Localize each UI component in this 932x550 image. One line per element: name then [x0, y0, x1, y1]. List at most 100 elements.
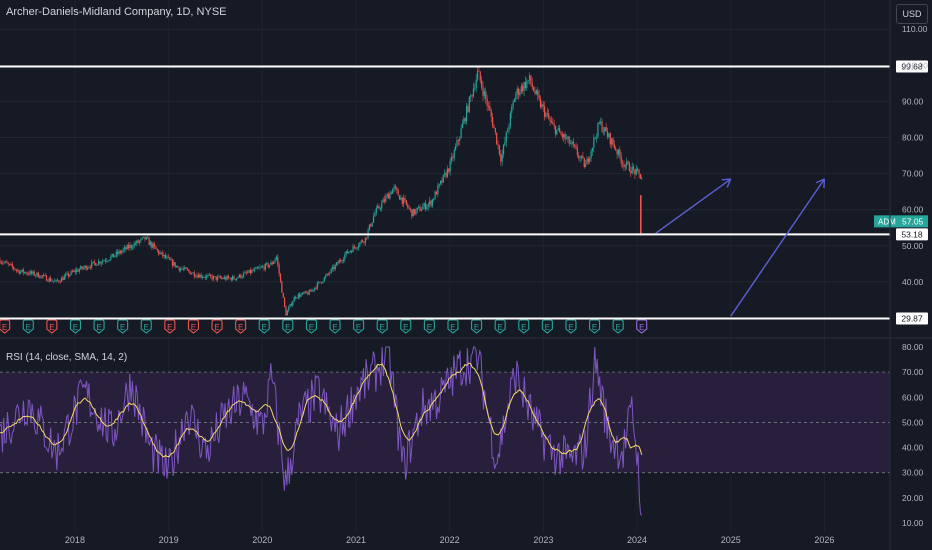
rsi-indicator-label[interactable]: RSI (14, close, SMA, 14, 2)	[6, 352, 127, 363]
price-candle-body	[28, 274, 29, 275]
price-candle-body	[495, 128, 496, 132]
price-candle-body	[283, 293, 284, 298]
price-candle-body	[124, 247, 125, 249]
earnings-marker-letter: E	[356, 323, 361, 332]
price-candle-body	[220, 276, 221, 278]
price-candle-body	[143, 237, 144, 238]
price-candle-body	[372, 222, 373, 226]
price-candle-body	[445, 173, 446, 177]
price-candle-body	[19, 270, 20, 273]
price-candle-body	[388, 194, 389, 198]
price-candle-body	[517, 89, 518, 94]
price-candle-body	[216, 276, 217, 279]
price-candle-body	[83, 268, 84, 269]
price-candle-body	[387, 194, 388, 196]
price-candle-body	[144, 237, 145, 240]
price-candle-body	[604, 127, 605, 131]
price-candle-body	[285, 307, 286, 316]
price-candle-body	[393, 187, 394, 189]
price-candle-body	[150, 242, 151, 245]
price-candle-body	[477, 71, 478, 80]
price-candle-body	[291, 304, 292, 305]
price-candle-body	[133, 243, 134, 247]
time-tick-label: 2020	[252, 535, 272, 545]
price-candle-body	[146, 237, 147, 239]
price-candle-body	[262, 267, 263, 268]
price-candle-body	[503, 145, 504, 154]
price-candle-body	[183, 269, 184, 270]
price-candle-body	[203, 277, 204, 278]
time-tick-label: 2026	[814, 535, 834, 545]
price-candle-body	[47, 281, 48, 282]
price-candle-body	[247, 273, 248, 274]
price-candle-body	[213, 276, 214, 279]
price-candle-body	[607, 132, 608, 137]
price-candle-body	[39, 277, 40, 278]
price-candle-body	[209, 275, 210, 276]
price-candle-body	[465, 118, 466, 121]
price-candle-body	[177, 266, 178, 267]
price-candle-body	[191, 273, 192, 274]
price-candle-body	[521, 86, 522, 92]
projection-arrows[interactable]	[656, 179, 825, 316]
price-candle-body	[552, 122, 553, 124]
price-candle-body	[606, 127, 607, 131]
price-candle-body	[179, 267, 180, 270]
price-candle-body	[75, 270, 76, 272]
price-candle-body	[566, 139, 567, 140]
price-candle-body	[435, 192, 436, 199]
price-candle-body	[201, 275, 202, 278]
price-candle-body	[471, 95, 472, 96]
price-candle-body	[157, 249, 158, 250]
price-candle-body	[622, 163, 623, 164]
price-candle-body	[563, 134, 564, 137]
price-candle-body	[0, 260, 1, 263]
price-candle-body	[578, 155, 579, 158]
earnings-marker-letter: E	[73, 323, 78, 332]
price-candle-body	[351, 251, 352, 252]
price-candle-body	[50, 278, 51, 281]
price-candle-body	[236, 278, 237, 280]
earnings-marker-letter: E	[568, 323, 573, 332]
price-candle-body	[331, 269, 332, 273]
price-candles	[0, 66, 642, 316]
price-candle-body	[17, 270, 18, 271]
price-candle-body	[205, 277, 206, 278]
price-candle-body	[296, 298, 297, 299]
price-candle-body	[362, 240, 363, 241]
price-candle-body	[187, 269, 188, 270]
currency-button[interactable]: USD	[896, 4, 928, 24]
time-tick-label: 2019	[159, 535, 179, 545]
projection-arrow	[731, 179, 825, 316]
level-price-label: 29.87	[901, 313, 923, 323]
price-candle-body	[80, 266, 81, 269]
price-candle-body	[248, 270, 249, 273]
price-candle-body	[228, 276, 229, 278]
price-candle-body	[184, 268, 185, 269]
price-candle-body	[298, 294, 299, 297]
price-candle-body	[346, 251, 347, 255]
price-candle-body	[166, 257, 167, 258]
earnings-marker-letter: E	[49, 323, 54, 332]
price-tick-label: 60.00	[902, 205, 924, 215]
price-candle-body	[584, 158, 585, 167]
price-candle-body	[71, 271, 72, 274]
price-candle-body	[175, 262, 176, 267]
price-candle-body	[440, 181, 441, 184]
price-candle-body	[244, 272, 245, 273]
price-candle-body	[437, 186, 438, 195]
price-candle-body	[54, 281, 55, 282]
price-candle-body	[165, 255, 166, 258]
price-candle-body	[534, 91, 535, 94]
price-candle-body	[507, 130, 508, 132]
price-level-lines[interactable]: 99.68 53.18 29.87 ADM 57.05	[0, 60, 928, 324]
price-candle-body	[525, 82, 526, 88]
price-candle-body	[629, 163, 630, 171]
price-candle-body	[132, 248, 133, 249]
projection-arrow-head	[824, 179, 825, 188]
price-candle-body	[444, 173, 445, 175]
price-tick-label: 40.00	[902, 277, 924, 287]
time-tick-label: 2022	[440, 535, 460, 545]
